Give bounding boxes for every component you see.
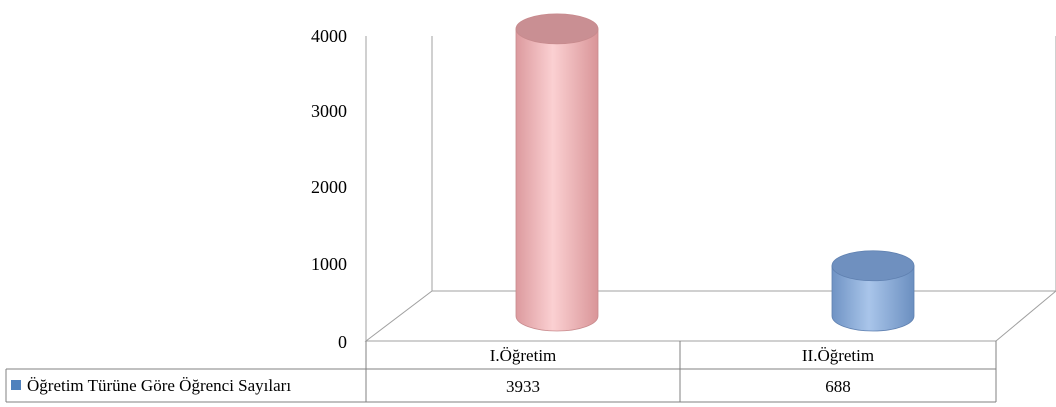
y-tick-label: 1000 <box>311 254 347 274</box>
y-tick-label: 2000 <box>311 177 347 197</box>
category-label-1: I.Öğretim <box>490 346 557 365</box>
bar-top <box>831 250 915 282</box>
y-tick-label: 4000 <box>311 26 347 46</box>
data-table: Öğretim Türüne Göre Öğrenci Sayıları I.Ö… <box>5 341 997 403</box>
bar-ii-ogretim <box>831 250 915 332</box>
y-tick-label: 0 <box>338 332 347 352</box>
bar-i-ogretim <box>515 13 599 332</box>
category-label-2: II.Öğretim <box>802 346 874 365</box>
bar-body <box>515 28 599 332</box>
legend-series-name: Öğretim Türüne Göre Öğrenci Sayıları <box>27 376 291 395</box>
table-value-2: 688 <box>825 377 851 396</box>
chart-floor <box>364 290 1056 342</box>
y-axis-ticks: 0 1000 2000 3000 4000 <box>311 26 347 352</box>
bar-top <box>515 13 599 45</box>
table-value-1: 3933 <box>506 377 540 396</box>
y-tick-label: 3000 <box>311 101 347 121</box>
bars <box>515 13 915 332</box>
bar-body <box>831 265 915 332</box>
legend-key <box>11 380 21 390</box>
